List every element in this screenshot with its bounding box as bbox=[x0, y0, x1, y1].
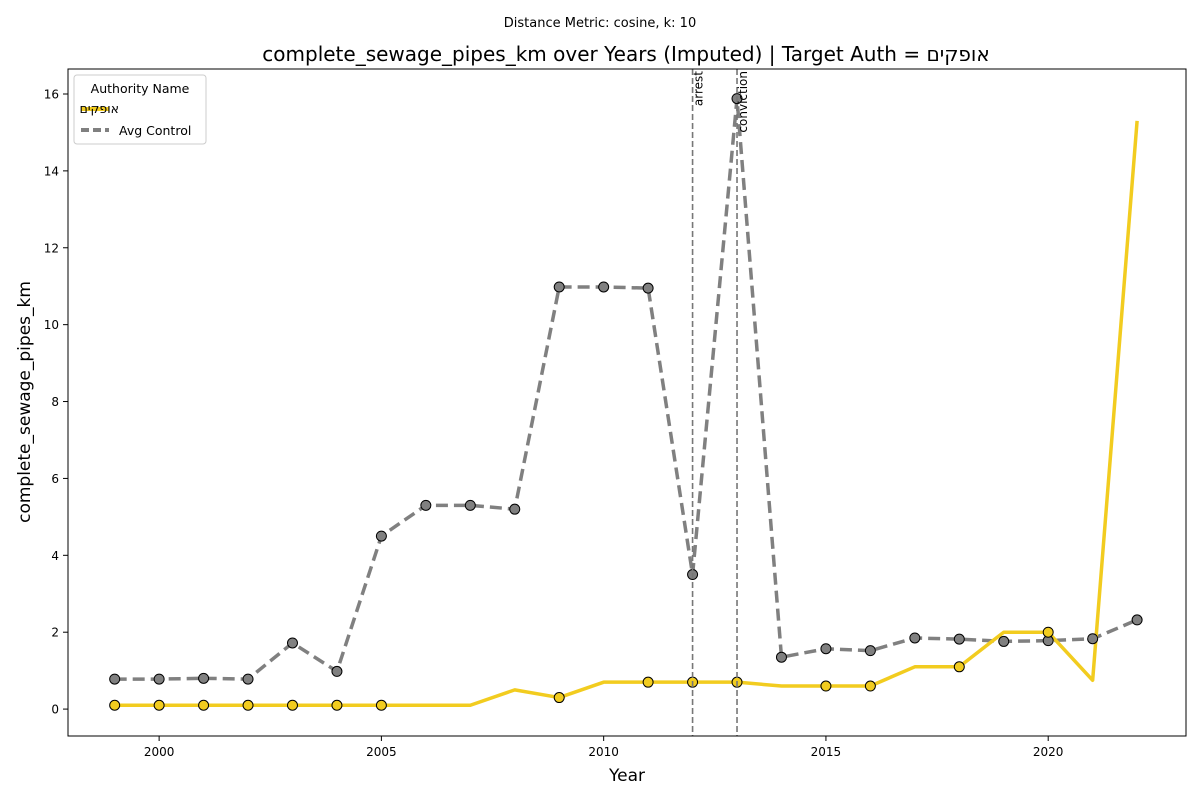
y-tick-label: 8 bbox=[51, 395, 59, 409]
data-point-target bbox=[953, 661, 965, 673]
y-tick-label: 10 bbox=[44, 318, 59, 332]
y-tick-label: 4 bbox=[51, 549, 59, 563]
data-point-control bbox=[953, 633, 965, 645]
chart-suptitle: Distance Metric: cosine, k: 10 bbox=[504, 16, 696, 31]
data-point-control bbox=[775, 651, 787, 663]
data-point-control bbox=[553, 281, 565, 293]
data-point-target bbox=[242, 699, 254, 711]
data-point-control bbox=[998, 635, 1010, 647]
y-tick-label: 0 bbox=[51, 703, 59, 717]
x-axis-label: Year bbox=[608, 766, 645, 786]
x-tick-label: 2010 bbox=[588, 745, 619, 759]
y-axis: 0 2 4 6 8 10 12 14 16 bbox=[44, 87, 68, 717]
data-point-control bbox=[331, 665, 343, 677]
data-point-target bbox=[109, 699, 121, 711]
data-point-control bbox=[109, 673, 121, 685]
data-point-control bbox=[864, 645, 876, 657]
y-axis-label: complete_sewage_pipes_km bbox=[15, 281, 35, 523]
legend-label-control: Avg Control bbox=[119, 123, 191, 138]
event-label-conviction: conviction bbox=[736, 71, 750, 133]
data-point-control bbox=[286, 637, 298, 649]
y-tick-label: 14 bbox=[44, 164, 59, 178]
data-point-control bbox=[598, 281, 610, 293]
data-point-target bbox=[153, 699, 165, 711]
x-tick-label: 2005 bbox=[366, 745, 397, 759]
data-point-control bbox=[198, 672, 210, 684]
data-point-target bbox=[331, 699, 343, 711]
series-line-target bbox=[114, 120, 1139, 707]
legend-label-target: אופקים bbox=[79, 101, 119, 116]
y-tick-label: 16 bbox=[44, 87, 59, 101]
plot-border bbox=[67, 68, 1187, 737]
data-point-control bbox=[642, 282, 654, 294]
data-point-target bbox=[375, 699, 387, 711]
event-label-arrest: arrest bbox=[692, 71, 706, 106]
data-point-target bbox=[553, 692, 565, 704]
y-tick-label: 12 bbox=[44, 241, 59, 255]
x-tick-label: 2000 bbox=[144, 745, 175, 759]
data-point-control bbox=[242, 673, 254, 685]
chart-title: complete_sewage_pipes_km over Years (Imp… bbox=[262, 42, 989, 66]
x-tick-label: 2020 bbox=[1033, 745, 1064, 759]
data-point-control bbox=[820, 643, 832, 655]
legend-box bbox=[73, 74, 207, 145]
data-point-target bbox=[198, 699, 210, 711]
x-axis: 2000 2005 2010 2015 2020 bbox=[144, 736, 1064, 759]
data-point-control bbox=[1131, 614, 1143, 626]
data-point-control bbox=[509, 503, 521, 515]
data-point-control bbox=[375, 530, 387, 542]
data-point-target bbox=[642, 676, 654, 688]
y-tick-label: 2 bbox=[51, 626, 59, 640]
y-tick-label: 6 bbox=[51, 472, 59, 486]
data-point-target bbox=[286, 699, 298, 711]
data-point-control bbox=[909, 632, 921, 644]
data-point-target bbox=[1042, 626, 1054, 638]
plot-frame bbox=[68, 69, 1186, 736]
data-point-control bbox=[420, 499, 432, 511]
series-line-control bbox=[114, 96, 1138, 681]
data-point-target bbox=[864, 680, 876, 692]
data-point-control bbox=[153, 673, 165, 685]
x-tick-label: 2015 bbox=[811, 745, 842, 759]
data-point-control bbox=[464, 499, 476, 511]
data-point-control bbox=[1087, 633, 1099, 645]
data-point-target bbox=[820, 680, 832, 692]
legend: Authority Name אופקים Avg Control bbox=[73, 74, 207, 145]
legend-title: Authority Name bbox=[91, 81, 190, 96]
plot-area: arrest conviction bbox=[67, 68, 1187, 737]
